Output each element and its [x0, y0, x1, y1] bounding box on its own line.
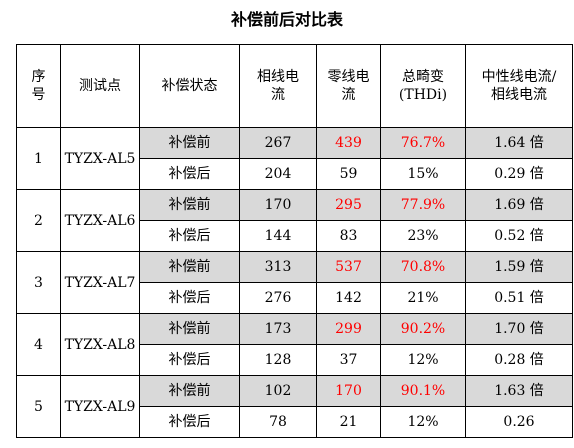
cell-thd: 77.9% [380, 189, 466, 221]
cell-state: 补偿后 [139, 220, 240, 252]
cell-neutral-current: 170 [316, 375, 381, 407]
header-phase-line1: 相线电 [257, 69, 299, 85]
cell-test-point: TYZX-AL8 [60, 313, 140, 376]
cell-phase-current: 144 [239, 220, 317, 252]
header-ratio: 中性线电流/ 相线电流 [465, 44, 573, 128]
cell-test-point: TYZX-AL6 [60, 189, 140, 252]
header-phase-current: 相线电 流 [239, 44, 317, 128]
table-row: 1 TYZX-AL5 补偿前 267 439 76.7% 1.64 倍 [16, 127, 573, 190]
cell-thd: 76.7% [380, 127, 466, 159]
cell-phase-current: 276 [239, 282, 317, 314]
cell-ratio: 1.64 倍 [465, 127, 573, 159]
header-seq-line1: 序 [31, 69, 46, 85]
cell-thd: 12% [380, 406, 466, 438]
cell-thd: 90.1% [380, 375, 466, 407]
cell-thd: 23% [380, 220, 466, 252]
cell-neutral-current: 537 [316, 251, 381, 283]
cell-seq: 4 [16, 313, 61, 376]
header-neutral-line1: 零线电 [327, 69, 370, 85]
table-row: 补偿后 276 142 21% 0.51 倍 [17, 282, 573, 314]
cell-phase-current: 173 [239, 313, 317, 345]
cell-phase-current: 128 [239, 344, 317, 376]
cell-seq: 1 [16, 127, 61, 190]
cell-ratio: 1.69 倍 [465, 189, 573, 221]
cell-phase-current: 102 [239, 375, 317, 407]
table-row: 4 TYZX-AL8 补偿前 173 299 90.2% 1.70 倍 [16, 313, 573, 376]
header-seq-line2: 号 [31, 87, 46, 103]
cell-thd: 21% [380, 282, 466, 314]
cell-ratio: 0.28 倍 [465, 344, 573, 376]
header-thd-line2: (THDi) [398, 87, 448, 103]
cell-phase-current: 204 [239, 158, 317, 190]
cell-test-point: TYZX-AL5 [60, 127, 140, 190]
header-test-point: 测试点 [60, 44, 140, 128]
header-neutral-line2: 流 [341, 87, 356, 103]
cell-ratio: 0.51 倍 [465, 282, 573, 314]
comparison-table: 序 号 测试点 补偿状态 相线电 流 零线电 流 总畸变 (THDi) 中性线电… [16, 44, 573, 438]
cell-state: 补偿后 [139, 406, 240, 438]
header-thd: 总畸变 (THDi) [380, 44, 466, 128]
cell-state: 补偿前 [139, 313, 240, 345]
header-thd-line1: 总畸变 [402, 69, 444, 85]
cell-ratio: 0.52 倍 [465, 220, 573, 252]
cell-ratio: 1.63 倍 [465, 375, 573, 407]
cell-neutral-current: 83 [316, 220, 381, 252]
cell-thd: 15% [380, 158, 466, 190]
cell-neutral-current: 439 [316, 127, 381, 159]
cell-seq: 3 [16, 251, 61, 314]
cell-test-point: TYZX-AL7 [60, 251, 140, 314]
header-row: 序 号 测试点 补偿状态 相线电 流 零线电 流 总畸变 (THDi) 中性线电… [16, 44, 573, 128]
cell-ratio: 0.26 [465, 406, 573, 438]
cell-neutral-current: 37 [316, 344, 381, 376]
cell-ratio: 1.70 倍 [465, 313, 573, 345]
cell-state: 补偿前 [139, 189, 240, 221]
cell-thd: 90.2% [380, 313, 466, 345]
cell-test-point: TYZX-AL9 [60, 375, 140, 438]
table-row: 5 TYZX-AL9 补偿前 102 170 90.1% 1.63 倍 [16, 375, 573, 438]
cell-neutral-current: 295 [316, 189, 381, 221]
cell-ratio: 1.59 倍 [465, 251, 573, 283]
cell-state: 补偿前 [139, 251, 240, 283]
cell-seq: 5 [16, 375, 61, 438]
cell-thd: 70.8% [380, 251, 466, 283]
cell-thd: 12% [380, 344, 466, 376]
header-ratio-line1: 中性线电流/ [481, 69, 557, 85]
table-row: 3 TYZX-AL7 补偿前 313 537 70.8% 1.59 倍 [16, 251, 573, 314]
cell-seq: 2 [16, 189, 61, 252]
table-row: 补偿后 204 59 15% 0.29 倍 [17, 158, 573, 190]
cell-state: 补偿后 [139, 344, 240, 376]
cell-state: 补偿后 [139, 282, 240, 314]
header-neutral-current: 零线电 流 [316, 44, 381, 128]
table-title: 补偿前后对比表 [230, 10, 343, 29]
header-state: 补偿状态 [139, 44, 240, 128]
table-body: 1 TYZX-AL5 补偿前 267 439 76.7% 1.64 倍 补偿后 … [16, 127, 573, 438]
table-row: 补偿后 128 37 12% 0.28 倍 [17, 344, 573, 376]
header-seq: 序 号 [16, 44, 61, 128]
cell-neutral-current: 142 [316, 282, 381, 314]
cell-neutral-current: 59 [316, 158, 381, 190]
cell-phase-current: 170 [239, 189, 317, 221]
cell-phase-current: 78 [239, 406, 317, 438]
cell-phase-current: 267 [239, 127, 317, 159]
cell-state: 补偿前 [139, 127, 240, 159]
cell-phase-current: 313 [239, 251, 317, 283]
cell-neutral-current: 299 [316, 313, 381, 345]
table-header: 序 号 测试点 补偿状态 相线电 流 零线电 流 总畸变 (THDi) 中性线电… [16, 44, 573, 128]
cell-neutral-current: 21 [316, 406, 381, 438]
header-ratio-line2: 相线电流 [491, 87, 547, 103]
cell-state: 补偿后 [139, 158, 240, 190]
cell-ratio: 0.29 倍 [465, 158, 573, 190]
cell-state: 补偿前 [139, 375, 240, 407]
table-row: 2 TYZX-AL6 补偿前 170 295 77.9% 1.69 倍 [16, 189, 573, 252]
table-row: 补偿后 144 83 23% 0.52 倍 [17, 220, 573, 252]
table-row: 补偿后 78 21 12% 0.26 [17, 406, 573, 438]
header-phase-line2: 流 [271, 87, 285, 103]
